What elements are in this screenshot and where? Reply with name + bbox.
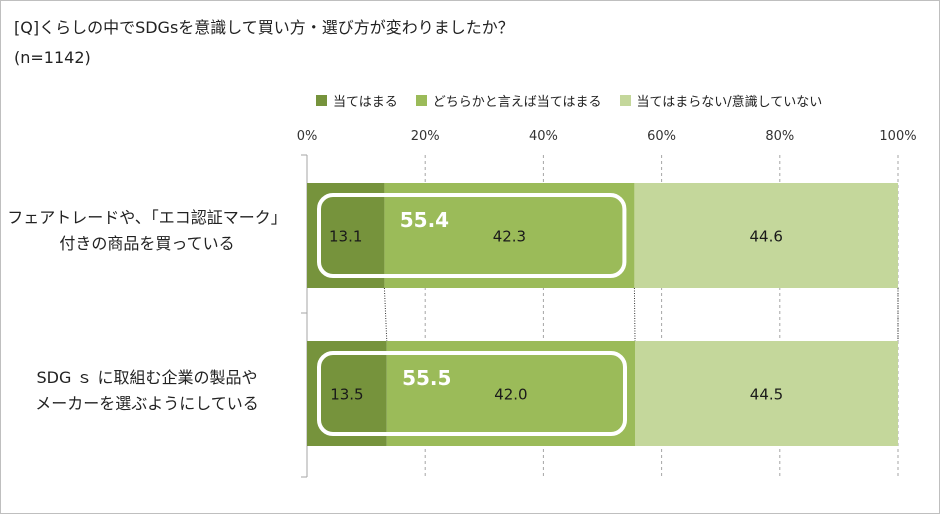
legend-item-series-3: 当てはまらない/意識していない: [619, 91, 823, 110]
x-tick-label-80: 80%: [765, 129, 794, 144]
highlight-total-label-cat2: 55.5: [402, 366, 451, 390]
data-label-cat1-series2: 42.3: [493, 228, 526, 246]
x-tick-label-0: 0%: [297, 129, 318, 144]
data-label-cat1-series1: 13.1: [329, 228, 362, 246]
chart-title: [Q]くらしの中でSDGsを意識して買い方・選び方が変わりましたか？: [14, 18, 514, 37]
legend-label-series-2: どちらかと言えば当てはまる: [432, 95, 602, 110]
series-connector-2: [633, 287, 636, 342]
legend-label-series-1: 当てはまる: [333, 95, 398, 110]
category-label-fairtrade: フェアトレードや、「エコ認証マーク」 付きの商品を買っている: [4, 205, 290, 257]
bar-cat2-series2: [386, 341, 636, 446]
data-label-cat2-series3: 44.5: [750, 386, 783, 404]
legend-item-series-2: どちらかと言えば当てはまる: [415, 91, 602, 110]
series-connector-1: [383, 287, 388, 342]
legend-swatch-series-2: [415, 95, 427, 106]
category-label-fairtrade-line-2: 付きの商品を買っている: [59, 234, 235, 253]
legend: 当てはまる どちらかと言えば当てはまる 当てはまらない/意識していない: [316, 91, 840, 110]
bar-cat1-series2: [384, 183, 635, 288]
legend-swatch-series-3: [619, 95, 631, 106]
category-label-sdgs-companies-line-2: メーカーを選ぶようにしている: [35, 394, 259, 413]
data-label-cat1-series3: 44.6: [750, 228, 783, 246]
category-label-fairtrade-line-1: フェアトレードや、「エコ認証マーク」: [7, 208, 287, 227]
x-tick-label-60: 60%: [647, 129, 676, 144]
bar-cat2-series3: [635, 341, 898, 446]
highlight-total-label-cat1: 55.4: [400, 208, 449, 232]
highlight-box-cat1: [317, 193, 627, 278]
x-tick-label-20: 20%: [411, 129, 440, 144]
data-label-cat2-series2: 42.0: [494, 386, 527, 404]
sample-size-label: (n=1142): [14, 48, 91, 67]
category-label-sdgs-companies-line-1: SDG ｓ に取組む企業の製品や: [36, 368, 258, 387]
data-label-cat2-series1: 13.5: [330, 386, 363, 404]
x-tick-label-40: 40%: [529, 129, 558, 144]
highlight-box-cat2: [317, 351, 628, 436]
bar-cat1-series3: [634, 183, 898, 288]
legend-label-series-3: 当てはまらない/意識していない: [636, 95, 823, 110]
category-label-sdgs-companies: SDG ｓ に取組む企業の製品や メーカーを選ぶようにしている: [4, 365, 290, 417]
legend-swatch-series-1: [316, 95, 327, 106]
legend-item-series-1: 当てはまる: [316, 91, 398, 110]
x-tick-label-100: 100%: [879, 129, 916, 144]
